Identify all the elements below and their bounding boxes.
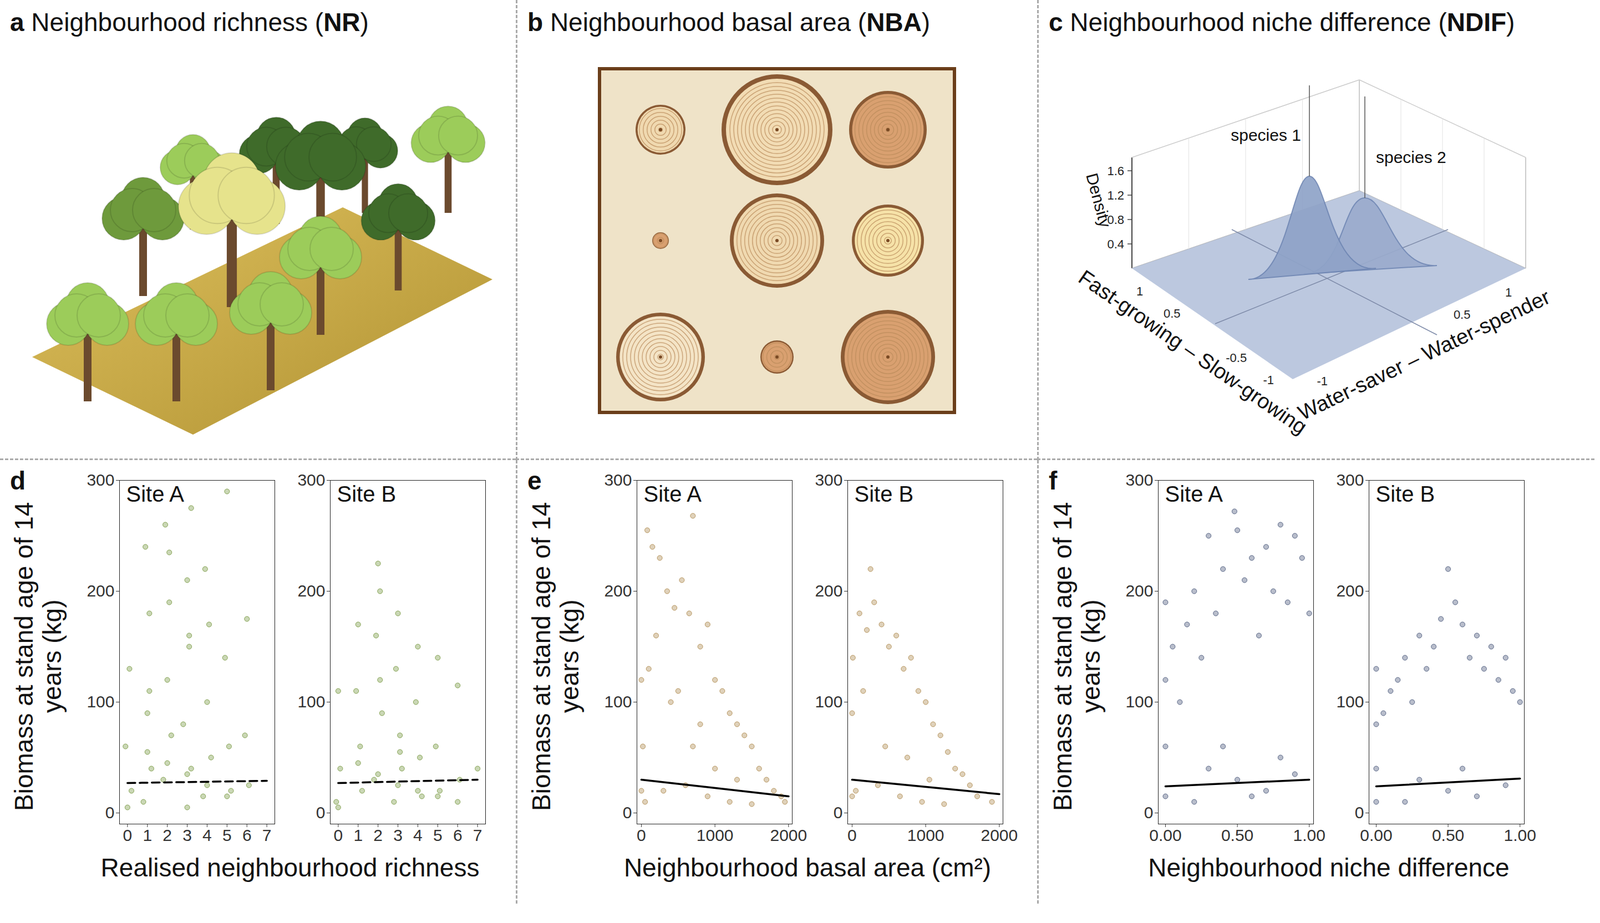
svg-text:-1: -1 (1262, 373, 1274, 388)
svg-text:species 2: species 2 (1375, 148, 1447, 167)
svg-text:0: 0 (105, 803, 115, 822)
svg-text:1000: 1000 (696, 826, 734, 845)
html-text:c Neighbourhood niche differen: c Neighbourhood niche difference (NDIF) (1048, 7, 1515, 37)
svg-text:0: 0 (1354, 803, 1365, 822)
svg-text:5: 5 (433, 826, 443, 845)
svg-text:200: 200 (814, 581, 843, 601)
html-text:a Neighbourhood richness (NR): a Neighbourhood richness (NR) (9, 7, 369, 37)
svg-text:300: 300 (1336, 470, 1364, 490)
svg-text:species 1: species 1 (1230, 125, 1302, 145)
svg-text:-1: -1 (1316, 374, 1328, 389)
svg-text:200: 200 (86, 581, 115, 601)
svg-text:0: 0 (333, 826, 344, 845)
svg-text:Site B: Site B (1375, 481, 1436, 507)
svg-text:0: 0 (1144, 803, 1154, 822)
svg-text:1.00: 1.00 (1293, 826, 1326, 845)
svg-text:Site B: Site B (337, 481, 397, 507)
svg-text:Fast-growing – Slow-growing: Fast-growing – Slow-growing (1074, 265, 1312, 440)
svg-text:0.5: 0.5 (1163, 306, 1181, 321)
svg-text:2: 2 (373, 826, 383, 845)
svg-text:Site A: Site A (1165, 481, 1224, 507)
svg-text:0.4: 0.4 (1106, 237, 1125, 252)
svg-text:Site A: Site A (643, 481, 703, 507)
html-text:Biomass at stand age of 14 yea: Biomass at stand age of 14 years (kg) (9, 502, 67, 812)
svg-text:300: 300 (86, 470, 115, 490)
svg-text:300: 300 (297, 470, 325, 490)
svg-text:200: 200 (297, 581, 325, 601)
svg-text:200: 200 (1125, 581, 1153, 601)
html-text:d: d (9, 466, 26, 496)
svg-text:0: 0 (833, 803, 843, 822)
svg-text:1: 1 (1505, 285, 1512, 300)
svg-text:200: 200 (1336, 581, 1364, 601)
svg-text:2000: 2000 (980, 826, 1018, 845)
svg-text:1000: 1000 (907, 826, 945, 845)
svg-text:100: 100 (297, 692, 325, 711)
svg-text:0: 0 (622, 803, 633, 822)
svg-text:1.00: 1.00 (1504, 826, 1537, 845)
html-text:f: f (1048, 466, 1058, 496)
svg-text:0: 0 (636, 826, 647, 845)
svg-text:3: 3 (393, 826, 403, 845)
svg-text:0.00: 0.00 (1149, 826, 1182, 845)
svg-text:100: 100 (1336, 692, 1364, 711)
svg-text:1: 1 (353, 826, 363, 845)
html-text:Neighbourhood basal area (cm²): Neighbourhood basal area (cm²) (623, 853, 992, 883)
svg-text:100: 100 (1125, 692, 1153, 711)
svg-text:1.2: 1.2 (1106, 188, 1125, 203)
svg-text:3: 3 (182, 826, 192, 845)
html-text:Biomass at stand age of 14 yea: Biomass at stand age of 14 years (kg) (1048, 502, 1106, 812)
svg-text:Water-saver – Water-spender: Water-saver – Water-spender (1294, 285, 1554, 425)
svg-text:0: 0 (123, 826, 133, 845)
svg-text:Site B: Site B (854, 481, 914, 507)
svg-text:300: 300 (814, 470, 843, 490)
svg-text:100: 100 (86, 692, 115, 711)
svg-text:0: 0 (316, 803, 326, 822)
svg-text:6: 6 (242, 826, 252, 845)
svg-text:5: 5 (222, 826, 232, 845)
svg-text:6: 6 (453, 826, 463, 845)
html-text:Biomass at stand age of 14 yea: Biomass at stand age of 14 years (kg) (526, 502, 584, 812)
svg-text:300: 300 (1125, 470, 1153, 490)
svg-text:0.8: 0.8 (1107, 212, 1125, 227)
svg-text:100: 100 (814, 692, 843, 711)
html-text:Realised neighbourhood richnes: Realised neighbourhood richness (100, 853, 480, 883)
svg-text:7: 7 (473, 826, 483, 845)
svg-text:4: 4 (413, 826, 423, 845)
html-text:b Neighbourhood basal area (NB: b Neighbourhood basal area (NBA) (527, 7, 931, 37)
svg-text:-0.5: -0.5 (1225, 351, 1247, 366)
svg-text:0.50: 0.50 (1221, 826, 1254, 845)
svg-text:2: 2 (162, 826, 172, 845)
svg-text:300: 300 (603, 470, 632, 490)
svg-text:100: 100 (603, 692, 632, 711)
svg-text:0.00: 0.00 (1359, 826, 1393, 845)
svg-text:1.6: 1.6 (1106, 164, 1125, 179)
svg-text:200: 200 (603, 581, 632, 601)
svg-text:1: 1 (142, 826, 152, 845)
html-text:Neighbourhood niche difference: Neighbourhood niche difference (1148, 853, 1510, 883)
svg-text:Density: Density (1082, 171, 1115, 230)
svg-text:7: 7 (262, 826, 272, 845)
svg-text:0: 0 (847, 826, 857, 845)
svg-text:1: 1 (1136, 284, 1144, 299)
svg-text:Site A: Site A (126, 481, 185, 507)
html-text:e: e (527, 466, 542, 496)
svg-text:0.50: 0.50 (1431, 826, 1465, 845)
svg-text:2000: 2000 (769, 826, 807, 845)
svg-text:0.5: 0.5 (1453, 307, 1471, 322)
svg-text:4: 4 (202, 826, 212, 845)
